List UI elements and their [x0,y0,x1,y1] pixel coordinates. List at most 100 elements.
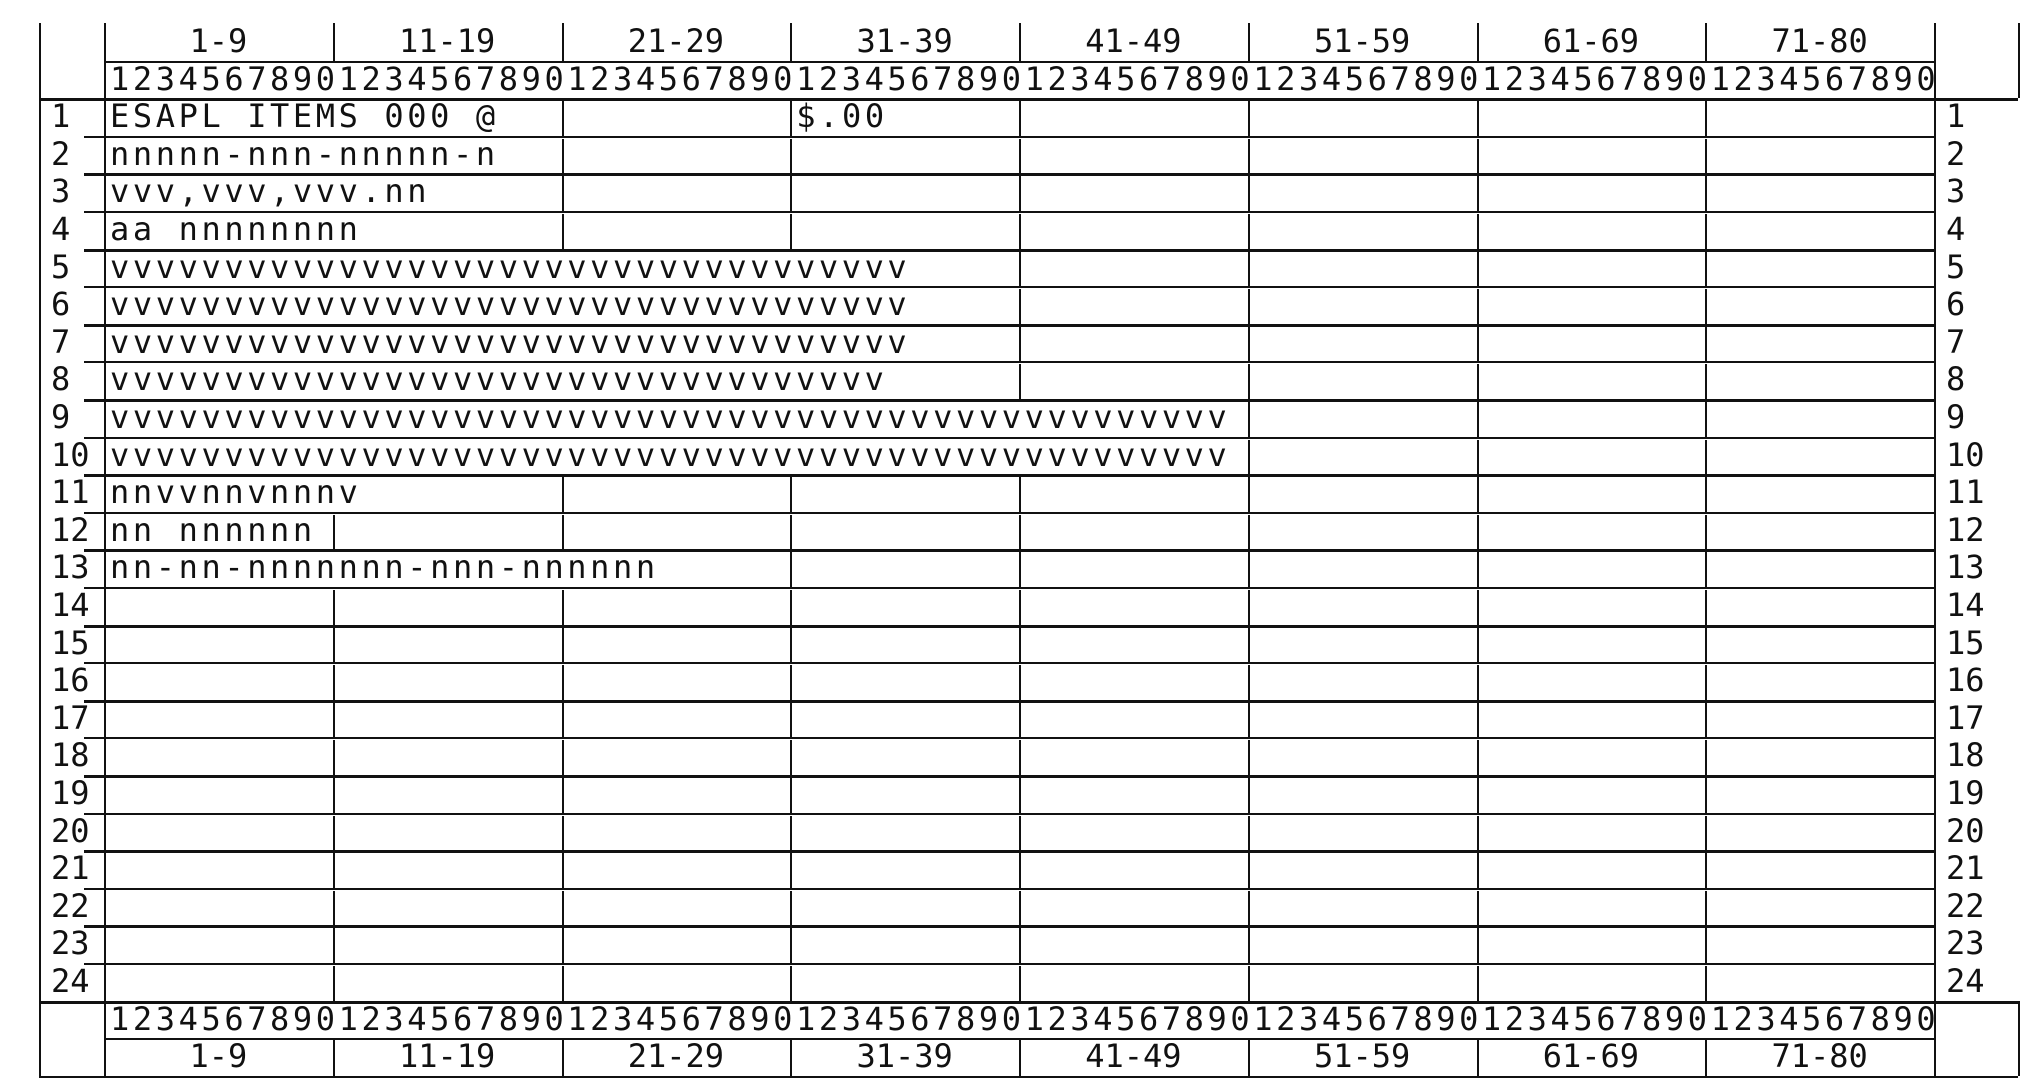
column-separator [1705,138,1708,174]
column-separator [790,778,793,813]
column-separator [1476,326,1479,362]
column-separator [1476,778,1479,813]
column-separator [561,928,564,963]
grid-bottom-line [39,1000,2018,1004]
column-separator [332,740,335,775]
column-separator [1476,853,1479,888]
column-separator [1476,477,1479,512]
column-separator [332,665,335,700]
row-line [84,211,1934,213]
row-number-left: 8 [51,360,71,399]
row-number-right: 10 [1946,435,1985,474]
column-separator [790,665,793,700]
column-separator [561,138,564,174]
row-number-left: 14 [51,586,90,624]
column-separator [1476,514,1479,550]
column-separator [1019,326,1021,362]
row-number-right: 21 [1946,849,1985,888]
column-separator [1476,702,1479,738]
column-separator [1476,590,1479,625]
row-number-left: 20 [51,811,90,850]
column-separator [561,665,564,700]
footer-line [104,1038,1934,1041]
column-separator [1705,326,1708,362]
row-line [84,474,1934,478]
column-separator [561,590,564,625]
column-separator [790,890,793,926]
row-number-right: 9 [1946,398,1966,436]
column-separator [790,853,793,888]
column-separator [790,477,793,512]
header-digit-ruler: 1234567890123456789012345678901234567890… [110,59,1940,98]
column-separator [1705,402,1708,437]
row-line [84,399,1934,402]
column-separator [1705,1038,1708,1076]
column-separator [1247,627,1250,663]
column-separator [1247,778,1250,813]
field-mask: vvvvvvvvvvvvvvvvvvvvvvvvvvvvvvvvvvv [110,285,911,324]
column-separator [1476,439,1479,475]
column-separator [1705,176,1708,211]
row-number-left: 16 [51,661,90,700]
column-separator [332,23,335,61]
row-number-left: 5 [51,247,71,286]
column-separator [1019,778,1021,813]
right-border-bottom [2018,1000,2020,1076]
field-mask: ESAPL ITEMS 000 @ [110,97,499,136]
column-separator [1476,364,1479,399]
header-line [104,60,1934,63]
column-separator [1705,101,1708,136]
field-mask: vvv,vvv,vvv.nn [110,172,431,211]
header-column-group-label: 31-39 [856,22,953,60]
column-separator [1019,702,1021,738]
column-separator [1019,966,1021,1001]
column-separator [1476,251,1479,287]
column-separator [561,514,564,550]
column-separator [1705,740,1708,775]
column-separator [561,966,564,1001]
bottom-line [39,1075,2018,1078]
column-separator [1476,627,1479,663]
field-mask: vvvvvvvvvvvvvvvvvvvvvvvvvvvvvvvvvvvvvvvv… [110,435,1231,474]
column-separator [790,514,793,550]
column-separator [1705,627,1708,663]
row-line [84,135,1934,138]
row-number-right: 14 [1946,586,1985,624]
column-separator [790,590,793,625]
row-number-right: 12 [1946,510,1985,549]
column-separator [1019,514,1021,550]
column-separator [790,1038,793,1076]
row-number-right: 8 [1946,360,1966,399]
row-number-right: 7 [1946,322,1966,361]
column-separator [1705,289,1708,324]
column-separator [561,890,564,926]
row-number-right: 4 [1946,210,1966,248]
column-separator [1705,853,1708,888]
column-separator [1247,251,1250,287]
row-number-right: 13 [1946,548,1985,587]
field-mask: vvvvvvvvvvvvvvvvvvvvvvvvvvvvvvvvvvv [110,322,911,361]
column-separator [332,514,335,550]
row-line [84,887,1934,890]
column-separator [790,966,793,1001]
column-separator [561,627,564,663]
column-separator [790,928,793,963]
row-number-right: 20 [1946,811,1985,850]
column-separator [1476,138,1479,174]
column-separator [332,890,335,926]
column-separator [1476,289,1479,324]
column-separator [561,853,564,888]
column-separator [332,853,335,888]
column-separator [1705,364,1708,399]
row-number-right: 1 [1946,97,1966,136]
column-separator [1019,890,1021,926]
footer-digit-ruler: 1234567890123456789012345678901234567890… [110,999,1940,1038]
column-separator [332,928,335,963]
row-number-right: 23 [1946,924,1985,963]
column-separator [1247,176,1250,211]
column-separator [1247,477,1250,512]
column-separator [1705,514,1708,550]
header-column-group-label: 1-9 [189,22,248,60]
column-separator [1476,23,1479,61]
